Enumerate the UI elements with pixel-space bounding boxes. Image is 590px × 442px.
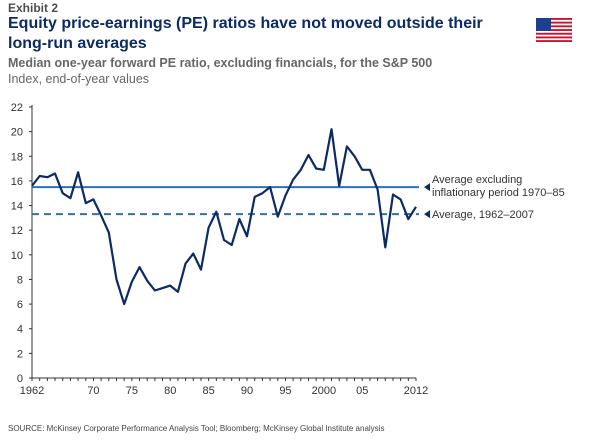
y-tick-label: 12 — [11, 225, 23, 237]
exhibit-label: Exhibit 2 — [8, 1, 59, 15]
pe-ratio-series-line — [31, 128, 417, 306]
y-tick-label: 2 — [17, 348, 23, 360]
us-flag-icon — [536, 18, 572, 42]
x-tick-label: 85 — [203, 385, 215, 397]
reference-marker-arrow — [424, 210, 430, 219]
y-tick-label: 16 — [11, 176, 23, 188]
y-tick-label: 22 — [11, 102, 23, 114]
chart-title: Equity price-earnings (PE) ratios have n… — [8, 15, 483, 52]
reference-label: Average excluding — [432, 174, 522, 186]
x-tick-label: 05 — [356, 385, 368, 397]
x-tick-label: 90 — [241, 385, 253, 397]
source-note: SOURCE: McKinsey Corporate Performance A… — [8, 424, 385, 433]
x-tick-label: 2012 — [404, 385, 428, 397]
y-tick-label: 0 — [17, 373, 23, 385]
chart-units: Index, end-of-year values — [8, 72, 150, 86]
reference-label: Average, 1962–2007 — [432, 209, 534, 221]
chart-subtitle: Median one-year forward PE ratio, exclud… — [8, 56, 433, 70]
reference-label: inflationary period 1970–85 — [432, 187, 565, 199]
y-tick-label: 4 — [17, 324, 23, 336]
y-tick-label: 18 — [11, 151, 23, 163]
reference-marker-arrow — [424, 183, 430, 192]
y-tick-label: 8 — [17, 274, 23, 286]
x-tick-label: 70 — [87, 385, 99, 397]
y-tick-label: 14 — [11, 201, 23, 213]
x-tick-label: 80 — [164, 385, 176, 397]
y-tick-label: 6 — [17, 299, 23, 311]
x-tick-label: 95 — [279, 385, 291, 397]
x-tick-label: 75 — [126, 385, 138, 397]
x-tick-label: 2000 — [312, 385, 336, 397]
x-tick-label: 1962 — [20, 385, 44, 397]
y-tick-label: 20 — [11, 127, 23, 139]
y-tick-label: 10 — [11, 250, 23, 262]
